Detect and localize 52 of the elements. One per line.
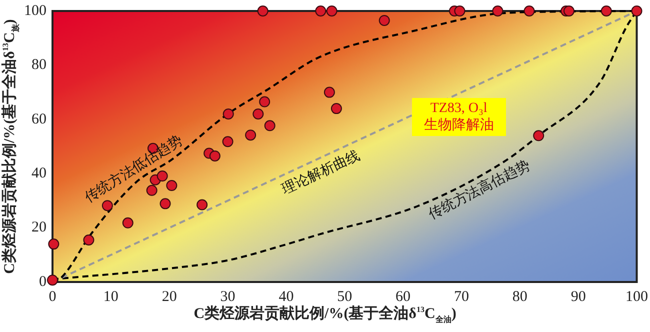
- point: [83, 234, 94, 246]
- point: [48, 238, 60, 250]
- point: [454, 6, 466, 16]
- point: [196, 199, 208, 210]
- y-tick-label: 80: [32, 57, 46, 74]
- point: [631, 6, 642, 16]
- text: 传统方法低估趋势: [82, 132, 186, 206]
- y-tick-label: 60: [32, 111, 46, 128]
- point: [252, 108, 264, 120]
- point: [326, 6, 338, 16]
- point: [222, 136, 234, 148]
- point: [122, 217, 134, 228]
- point: [166, 180, 178, 192]
- x-tick-label: 40: [278, 288, 294, 305]
- point: [563, 6, 574, 16]
- y-tick-label: 40: [32, 166, 46, 182]
- x-tick-label: 0: [48, 288, 56, 305]
- point: [259, 96, 270, 108]
- x-tick-label: 90: [570, 288, 586, 305]
- y-tick-label: 0: [39, 274, 46, 290]
- text: 理论解析曲线: [280, 148, 363, 198]
- annotation: TZ83, O₃l 生物降解油: [412, 98, 506, 136]
- point: [315, 6, 326, 16]
- x-tick-label: 50: [337, 288, 352, 305]
- text: 传统方法高估趋势: [426, 157, 533, 223]
- point: [257, 6, 268, 16]
- point: [47, 274, 58, 286]
- x-tick-label: 10: [103, 288, 118, 305]
- x-axis-title: C类烃源岩贡献比例/%(基于全油δ$^{13}$C$_{全油}$): [192, 304, 458, 325]
- point: [330, 103, 342, 114]
- point: [600, 6, 612, 16]
- x-tick-label: 60: [396, 288, 411, 305]
- point: [378, 14, 390, 26]
- x-tick-label: 20: [162, 288, 177, 305]
- x-tick-label: 30: [220, 288, 236, 305]
- point: [102, 200, 113, 212]
- x-tick-label: 100: [626, 288, 648, 305]
- y-tick-label: 20: [32, 220, 46, 236]
- point: [245, 130, 256, 141]
- y-tick-label: 100: [24, 2, 46, 19]
- x-tick-label: 70: [454, 288, 469, 305]
- x-tick-label: 80: [512, 288, 528, 305]
- point: [533, 130, 544, 142]
- point: [156, 170, 168, 182]
- point: [264, 120, 276, 132]
- point: [146, 184, 158, 196]
- point: [492, 6, 504, 16]
- point: [222, 108, 234, 120]
- point: [524, 6, 535, 16]
- point: [209, 150, 220, 162]
- point: [324, 86, 335, 98]
- point: [160, 198, 171, 210]
